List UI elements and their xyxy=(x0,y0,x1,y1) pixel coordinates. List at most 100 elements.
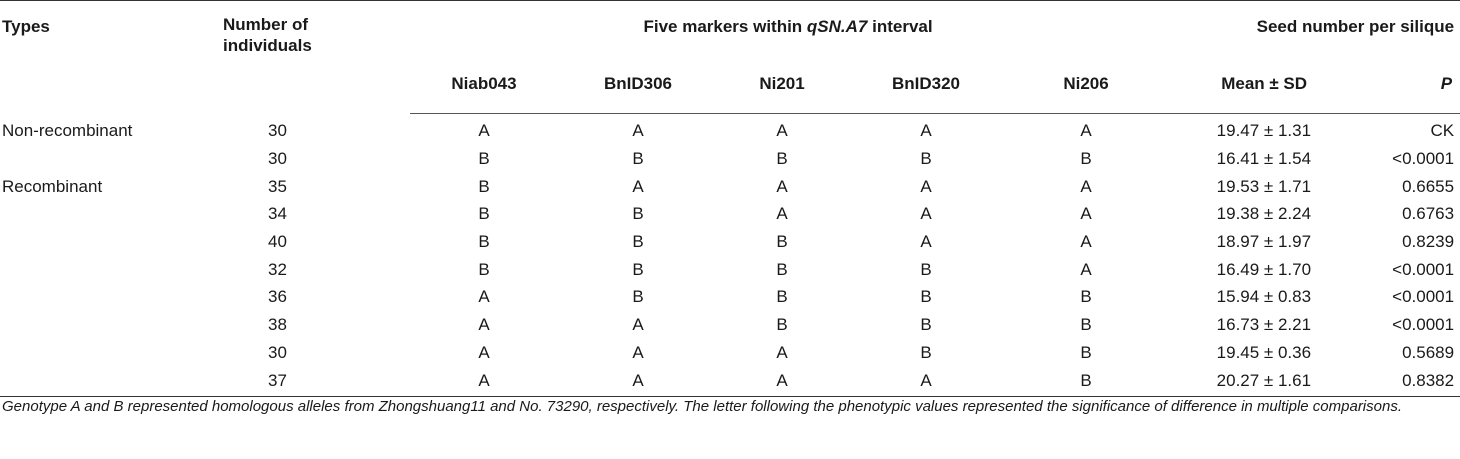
cell-marker-genotype: B xyxy=(478,259,490,279)
cell-type xyxy=(0,284,200,312)
cell-marker-genotype: B xyxy=(920,259,932,279)
cell-marker-genotype: B xyxy=(776,315,788,335)
header-markers-suffix: interval xyxy=(867,17,933,36)
cell-marker-genotype: B xyxy=(920,342,932,362)
header-markers-prefix: Five markers within xyxy=(643,17,807,36)
cell-marker-genotype: B xyxy=(776,259,788,279)
cell-marker-genotype: B xyxy=(478,204,490,224)
table-footnote: Genotype A and B represented homologous … xyxy=(2,398,1402,415)
cell-marker-genotype: B xyxy=(632,287,644,307)
header-marker-bnid306: BnID306 xyxy=(558,54,718,114)
cell-type xyxy=(0,256,200,284)
cell-marker-genotype: A xyxy=(478,121,490,141)
header-markers-group: Five markers within qSN.A7 interval xyxy=(410,0,1167,55)
cell-marker-genotype: B xyxy=(1006,366,1167,398)
table-row: 36 A B B B B 15.94 ± 0.83 <0.0001 xyxy=(0,284,1460,312)
header-seed-group: Seed number per silique xyxy=(1166,0,1460,55)
cell-number-of-individuals: 34 xyxy=(268,204,287,224)
cell-number-of-individuals: 36 xyxy=(268,287,287,307)
table-row: 37 A A A A B 20.27 ± 1.61 0.8382 xyxy=(0,366,1460,398)
cell-marker-genotype: B xyxy=(1080,315,1092,335)
cell-marker-genotype: B xyxy=(478,149,490,169)
cell-marker-genotype: B xyxy=(632,232,644,252)
cell-mean-sd: 20.27 ± 1.61 xyxy=(1166,366,1352,398)
cell-type xyxy=(0,145,200,173)
cell-marker-genotype: A xyxy=(846,366,1006,398)
cell-marker-genotype: A xyxy=(920,232,932,252)
cell-marker-genotype: A xyxy=(632,176,644,196)
cell-marker-genotype: A xyxy=(920,204,932,224)
cell-mean-sd: 19.53 ± 1.71 xyxy=(1216,176,1312,196)
cell-marker-genotype: B xyxy=(776,287,788,307)
cell-number-of-individuals: 32 xyxy=(268,259,287,279)
cell-marker-genotype: B xyxy=(1080,342,1092,362)
cell-type: Recombinant xyxy=(2,176,103,196)
table-row: 34 B B A A A 19.38 ± 2.24 0.6763 xyxy=(0,201,1460,229)
cell-marker-genotype: A xyxy=(478,342,490,362)
cell-p-value: 0.6655 xyxy=(1402,176,1455,196)
cell-p-value: 0.8239 xyxy=(1402,232,1455,252)
cell-number-of-individuals: 30 xyxy=(268,342,287,362)
cell-marker-genotype: B xyxy=(920,287,932,307)
table-row: 40 B B B A A 18.97 ± 1.97 0.8239 xyxy=(0,228,1460,256)
cell-type xyxy=(0,201,200,229)
cell-type: Non-recombinant xyxy=(2,121,133,141)
header-marker-bnid320: BnID320 xyxy=(846,54,1006,114)
cell-number-of-individuals: 40 xyxy=(268,232,287,252)
cell-marker-genotype: B xyxy=(920,149,932,169)
table-row: Recombinant 35 B A A A A 19.53 ± 1.71 0.6655 xyxy=(0,173,1460,201)
header-mean-sd: Mean ± SD xyxy=(1166,54,1352,114)
cell-marker-genotype: B xyxy=(1080,287,1092,307)
cell-marker-genotype: A xyxy=(920,121,932,141)
cell-marker-genotype: A xyxy=(776,176,788,196)
cell-marker-genotype: A xyxy=(1080,259,1092,279)
header-marker-ni206: Ni206 xyxy=(1006,54,1167,114)
cell-marker-genotype: B xyxy=(776,232,788,252)
cell-marker-genotype: A xyxy=(776,342,788,362)
cell-p-value: CK xyxy=(1430,121,1455,141)
cell-p-value: 0.5689 xyxy=(1402,342,1455,362)
cell-mean-sd: 19.38 ± 2.24 xyxy=(1216,204,1312,224)
cell-type xyxy=(0,311,200,339)
cell-marker-genotype: A xyxy=(776,204,788,224)
cell-marker-genotype: A xyxy=(410,366,558,398)
cell-number-of-individuals: 38 xyxy=(268,315,287,335)
cell-type xyxy=(0,228,200,256)
header-number-line1: Number of xyxy=(223,15,308,34)
table-row: 32 B B B B A 16.49 ± 1.70 <0.0001 xyxy=(0,256,1460,284)
table-container: Types Number of individuals Five markers … xyxy=(0,0,1460,398)
cell-marker-genotype: B xyxy=(1080,149,1092,169)
cell-p-value: <0.0001 xyxy=(1392,259,1455,279)
table-row: 30 A A A B B 19.45 ± 0.36 0.5689 xyxy=(0,339,1460,367)
cell-mean-sd: 18.97 ± 1.97 xyxy=(1216,232,1312,252)
header-types: Types xyxy=(0,0,200,113)
cell-number-of-individuals: 37 xyxy=(200,366,410,398)
cell-marker-genotype: A xyxy=(1080,176,1092,196)
cell-marker-genotype: B xyxy=(920,315,932,335)
cell-p-value: <0.0001 xyxy=(1392,315,1455,335)
cell-p-value: 0.6763 xyxy=(1402,204,1455,224)
cell-marker-genotype: A xyxy=(718,366,846,398)
cell-mean-sd: 16.41 ± 1.54 xyxy=(1216,149,1312,169)
genotype-table: Types Number of individuals Five markers … xyxy=(0,0,1460,398)
cell-marker-genotype: A xyxy=(632,315,644,335)
table-row: 38 A A B B B 16.73 ± 2.21 <0.0001 xyxy=(0,311,1460,339)
cell-marker-genotype: B xyxy=(632,149,644,169)
header-marker-ni201: Ni201 xyxy=(718,54,846,114)
table-body: Non-recombinant 30 A A A A A 19.47 ± 1.31 CK 30 B B… xyxy=(0,113,1460,398)
cell-mean-sd: 15.94 ± 0.83 xyxy=(1216,287,1312,307)
cell-mean-sd: 19.47 ± 1.31 xyxy=(1216,121,1312,141)
cell-marker-genotype: A xyxy=(776,121,788,141)
cell-number-of-individuals: 30 xyxy=(268,121,287,141)
cell-marker-genotype: B xyxy=(632,204,644,224)
table-row: 30 B B B B B 16.41 ± 1.54 <0.0001 xyxy=(0,145,1460,173)
cell-p-value: 0.8382 xyxy=(1351,366,1460,398)
cell-marker-genotype: A xyxy=(1080,121,1092,141)
cell-mean-sd: 16.73 ± 2.21 xyxy=(1216,315,1312,335)
cell-marker-genotype: B xyxy=(776,149,788,169)
header-p: P xyxy=(1351,54,1460,114)
header-markers-qtl: qSN.A7 xyxy=(806,17,868,36)
cell-marker-genotype: A xyxy=(558,366,718,398)
cell-marker-genotype: B xyxy=(478,232,490,252)
cell-marker-genotype: A xyxy=(920,176,932,196)
